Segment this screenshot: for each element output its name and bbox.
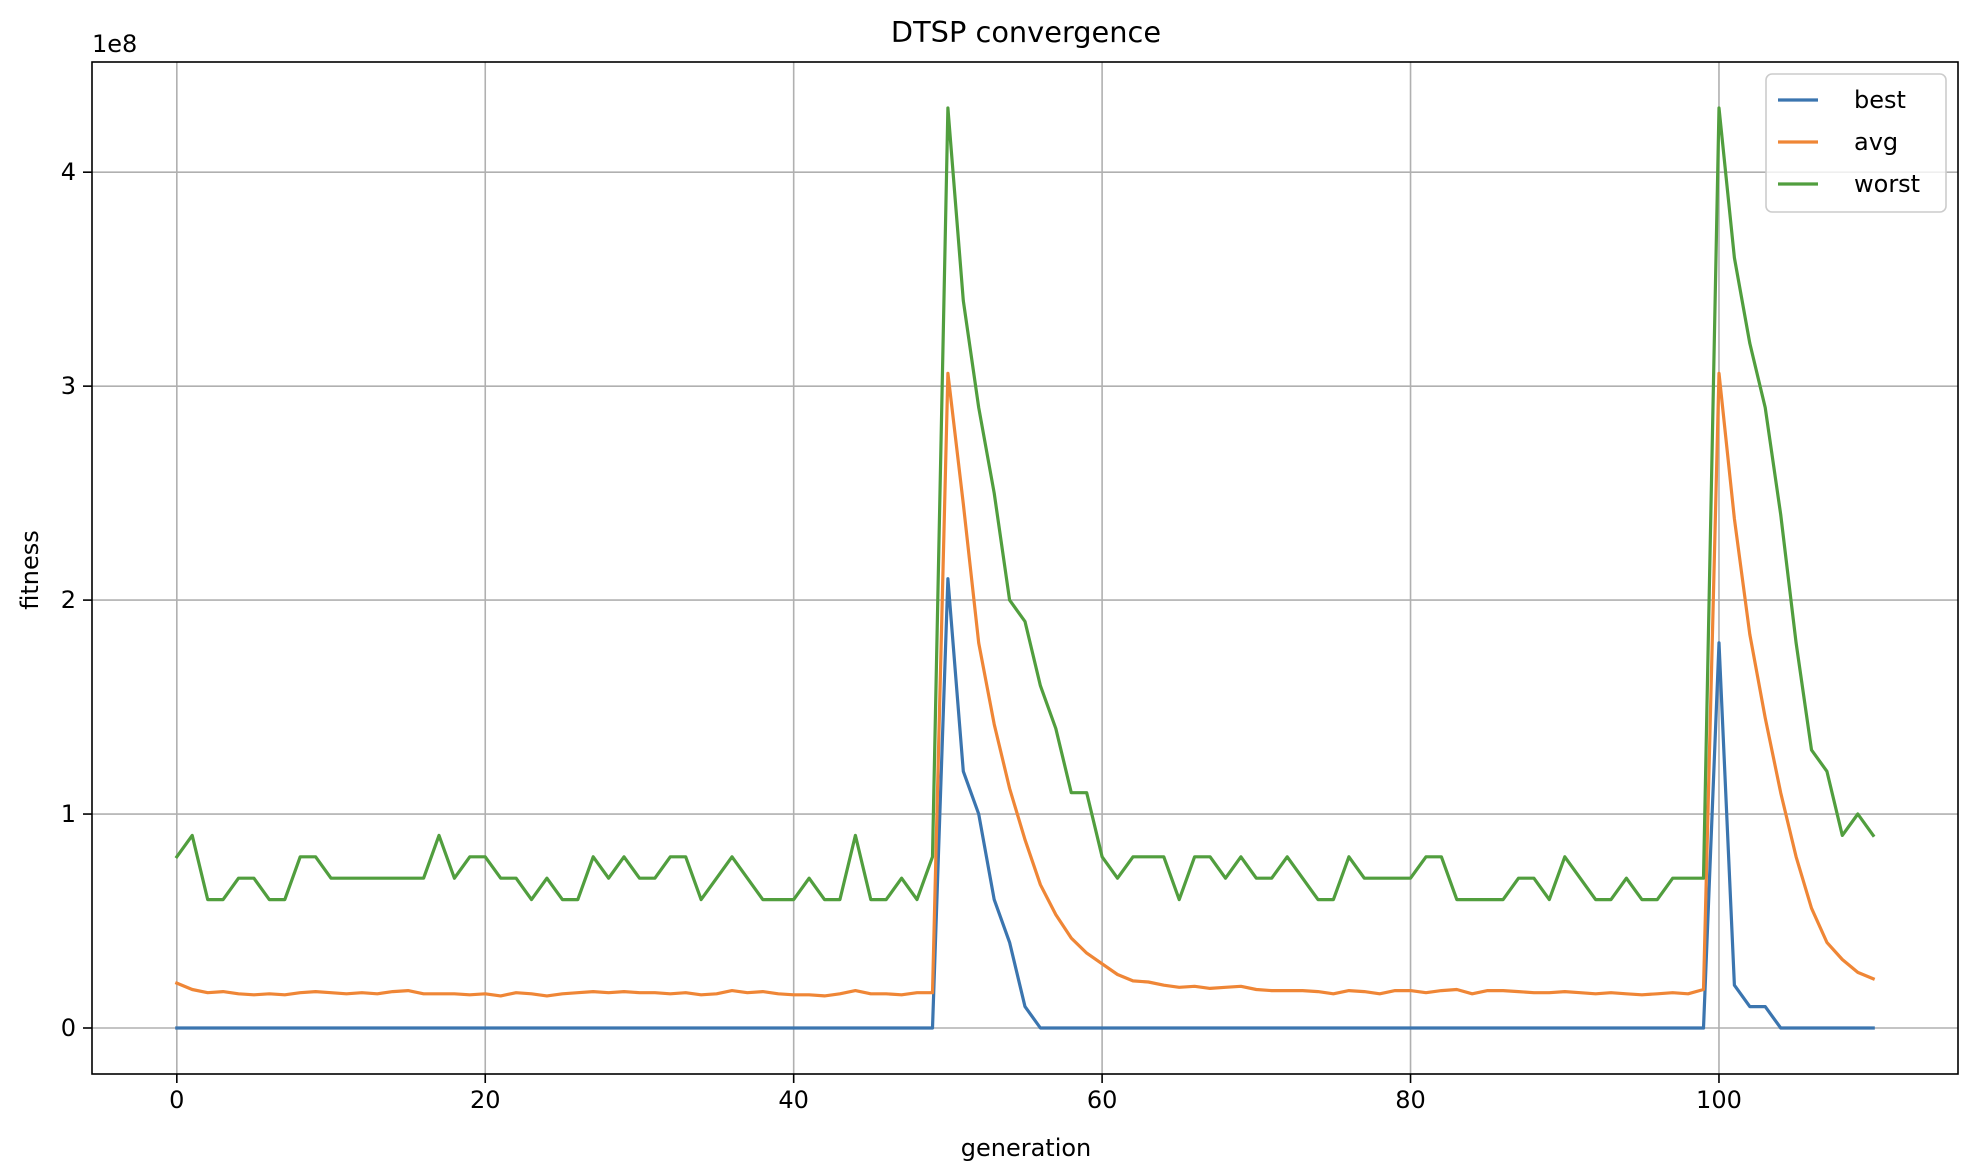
series-layer [174, 106, 1876, 1030]
chart-title: DTSP convergence [891, 15, 1161, 49]
plot-frame [91, 61, 1959, 1075]
legend-label-best: best [1854, 86, 1906, 114]
y-tick-label: 1 [61, 800, 76, 828]
x-axis-label: generation [961, 1134, 1092, 1162]
series-line-best [175, 577, 1875, 1030]
y-tick-label: 0 [61, 1014, 76, 1042]
series-line-avg [174, 371, 1876, 998]
x-tick-label: 100 [1696, 1086, 1742, 1114]
x-tick-label: 40 [778, 1086, 809, 1114]
y-tick-label: 4 [61, 158, 76, 186]
x-tick-label: 20 [470, 1086, 501, 1114]
y-tick-label: 2 [61, 586, 76, 614]
y-axis-label: fitness [16, 530, 44, 610]
legend: best avg worst [1765, 73, 1947, 213]
x-tick-label: 0 [169, 1086, 184, 1114]
x-tick-label: 80 [1395, 1086, 1426, 1114]
series-line-worst [174, 106, 1876, 902]
y-offset-text: 1e8 [92, 30, 137, 58]
y-tick-label: 3 [61, 372, 76, 400]
legend-box [1765, 73, 1947, 213]
legend-label-avg: avg [1854, 128, 1898, 156]
legend-label-worst: worst [1854, 170, 1920, 198]
x-tick-label: 60 [1087, 1086, 1118, 1114]
axis-ticks: 0 20 40 60 80 100 0 1 2 3 4 [61, 158, 1742, 1114]
